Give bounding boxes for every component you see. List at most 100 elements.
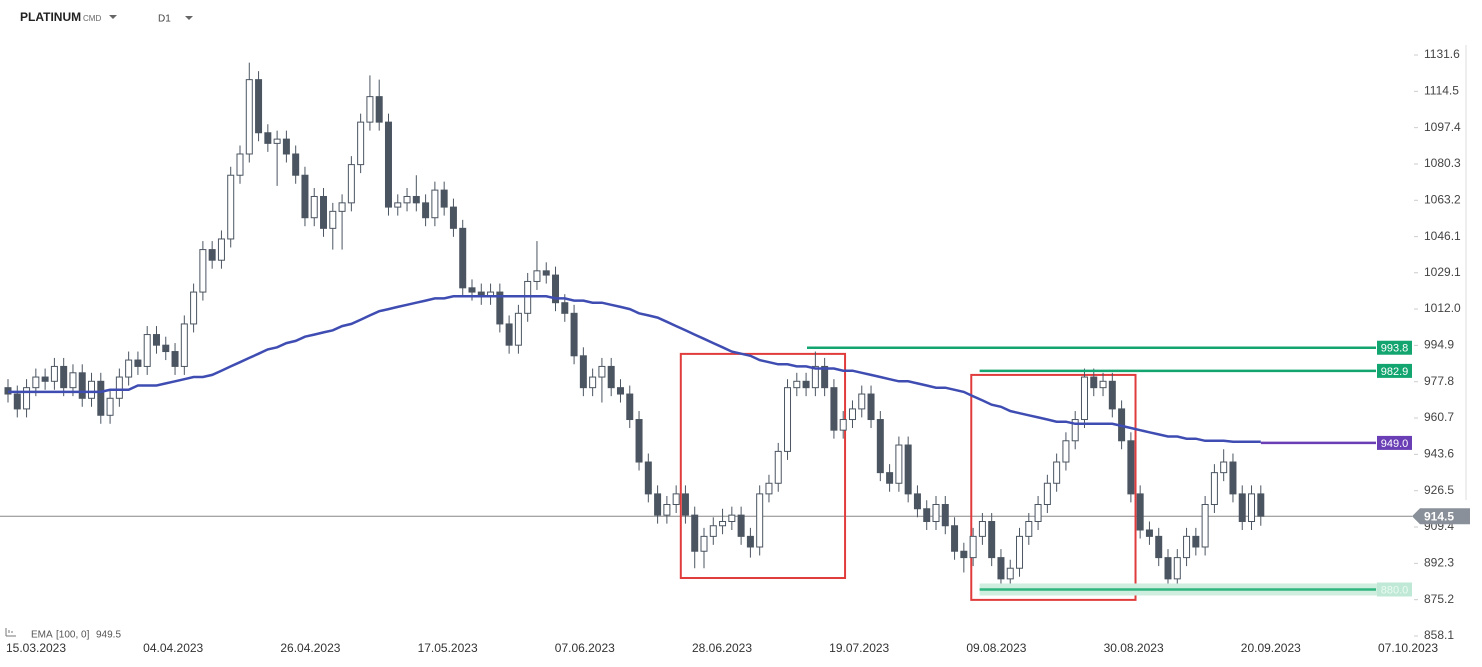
candle-body: [505, 323, 513, 346]
candle-body: [1164, 557, 1172, 580]
candle-body: [1192, 535, 1200, 548]
x-tick-label: 19.07.2023: [829, 641, 889, 655]
candle-body: [273, 138, 281, 144]
candle-body: [960, 550, 968, 559]
y-tick-label: 1114.5: [1424, 83, 1459, 97]
candle-body: [459, 227, 467, 289]
x-tick-label: 20.09.2023: [1241, 641, 1301, 655]
candle-body: [245, 79, 253, 155]
candle-body: [496, 291, 504, 325]
candle-body: [830, 387, 838, 431]
candle-body: [1229, 461, 1237, 495]
candle-body: [264, 132, 272, 144]
candle-body: [13, 393, 21, 410]
candle-body: [412, 195, 420, 204]
candle-body: [616, 387, 624, 395]
y-tick-label: 1131.6: [1424, 47, 1460, 61]
candle-body: [737, 514, 745, 537]
timeframe[interactable]: D1: [158, 14, 171, 25]
candle-body: [1025, 520, 1033, 537]
candle-body: [635, 419, 643, 463]
candle-body: [1220, 461, 1228, 474]
level-label: 993.8: [1381, 343, 1409, 355]
candle-body: [598, 365, 606, 378]
candle-body: [329, 210, 337, 229]
candle-body: [143, 334, 151, 367]
candle-body: [88, 380, 96, 399]
dropdown-arrow[interactable]: [109, 15, 117, 19]
y-tick-label: 1080.3: [1424, 156, 1461, 170]
candle-body: [1210, 472, 1218, 506]
level-label-box: [1377, 435, 1412, 450]
x-tick-label: 09.08.2023: [966, 641, 1026, 655]
y-tick-label: 1097.4: [1424, 120, 1461, 134]
x-tick-label: 07.10.2023: [1378, 641, 1438, 655]
candle-body: [969, 535, 977, 559]
candle-body: [904, 444, 912, 495]
candle-body: [1043, 482, 1051, 506]
y-tick-label: 1012.0: [1424, 301, 1461, 315]
box-drawing: [970, 373, 1137, 601]
y-tick-label: 943.6: [1424, 447, 1454, 461]
candle-body: [858, 393, 866, 410]
candle-body: [97, 380, 105, 416]
candle-body: [663, 504, 671, 516]
candle-body: [728, 514, 736, 522]
candle-body: [171, 351, 179, 367]
candle-body: [542, 270, 550, 276]
candle-body: [1006, 567, 1014, 580]
level-label: 982.9: [1381, 366, 1409, 378]
candle-body: [709, 525, 717, 537]
candle-body: [1034, 504, 1042, 522]
x-tick-label: 26.04.2023: [280, 641, 340, 655]
header: PLATINUM CMD D1: [20, 10, 193, 25]
candle-body: [1016, 535, 1024, 569]
candle-body: [867, 393, 875, 421]
candle-body: [552, 274, 560, 304]
candle-body: [394, 202, 402, 208]
candle-body: [848, 408, 856, 421]
candle-body: [923, 508, 931, 522]
candle-body: [134, 359, 142, 367]
indicator-icon[interactable]: [5, 628, 16, 637]
candle-body: [756, 493, 764, 548]
candle-body: [347, 164, 355, 204]
candle-body: [997, 557, 1005, 580]
candle-body: [579, 355, 587, 389]
candle-body: [162, 344, 170, 353]
candle-body: [41, 376, 49, 382]
candle-body: [654, 493, 662, 516]
candle-body: [589, 376, 597, 389]
x-tick-label: 04.04.2023: [143, 641, 203, 655]
symbol[interactable]: PLATINUM: [20, 10, 81, 24]
y-tick-label: 875.2: [1424, 592, 1454, 606]
candle-body: [403, 195, 411, 204]
candle-body: [1238, 493, 1246, 522]
candle-body: [310, 195, 318, 219]
candle-body: [793, 380, 801, 389]
candle-body: [1201, 504, 1209, 548]
x-tick-label: 15.03.2023: [6, 641, 66, 655]
level-label: 880.0: [1381, 584, 1409, 596]
candle-body: [672, 493, 680, 506]
plot-area: 993.8 982.9 949.0 880.0: [0, 62, 1412, 601]
candle-body: [700, 535, 708, 552]
candle-body: [719, 520, 727, 527]
candle-body: [691, 514, 699, 552]
level-label-box: [1377, 340, 1412, 355]
dropdown-arrow[interactable]: [185, 16, 193, 20]
x-tick-label: 07.06.2023: [555, 641, 615, 655]
candle-body: [60, 365, 68, 389]
y-tick-label: 994.9: [1424, 338, 1454, 352]
candle-body: [115, 376, 123, 399]
y-tick-label: 1046.1: [1424, 229, 1461, 243]
candle-body: [180, 323, 188, 367]
candle-body: [125, 359, 133, 378]
candle-body: [1248, 493, 1256, 522]
candle-body: [978, 520, 986, 537]
candle-body: [1108, 380, 1116, 410]
candle-body: [821, 365, 829, 389]
candle-body: [69, 372, 77, 389]
candle-body: [1053, 461, 1061, 484]
